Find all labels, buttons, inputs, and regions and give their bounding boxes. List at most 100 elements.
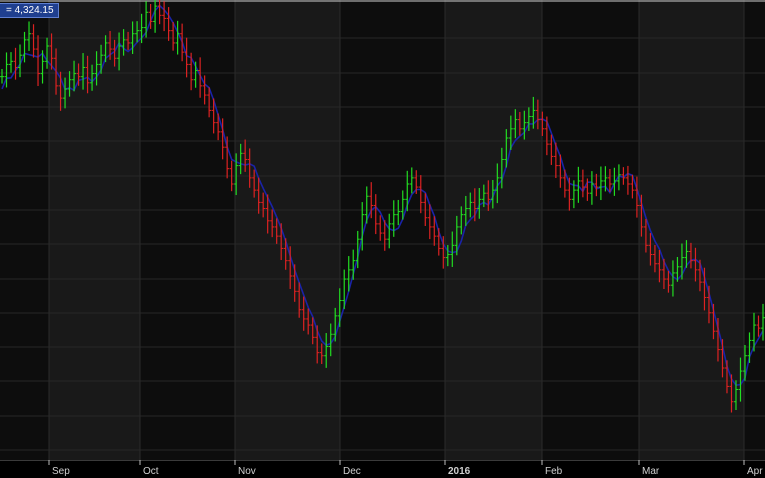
ohlc-bar (648, 233, 653, 266)
ohlc-bar (553, 142, 558, 179)
ohlc-bar (567, 177, 572, 211)
ohlc-bar (13, 47, 18, 80)
ohlc-bar (661, 258, 666, 290)
ohlc-bar (688, 242, 693, 269)
ohlc-bar (337, 288, 342, 327)
ohlc-bar (324, 333, 329, 368)
ohlc-bar (207, 87, 212, 118)
ohlc-bar (351, 249, 356, 280)
ohlc-bar (126, 31, 131, 51)
ohlc-bar (463, 195, 468, 226)
ohlc-bar (346, 256, 351, 292)
ohlc-bar (45, 37, 50, 69)
x-tick-label: Nov (238, 466, 256, 477)
ohlc-bar (355, 230, 360, 269)
ohlc-bar (396, 199, 401, 226)
ohlc-bar (387, 213, 392, 249)
x-tick-label: Feb (545, 466, 563, 477)
ohlc-bar (171, 22, 176, 51)
ohlc-bar (594, 173, 599, 197)
ohlc-bar (607, 168, 612, 193)
ohlc-bar (54, 48, 59, 95)
ohlc-bar (153, 0, 158, 33)
ohlc-bar (724, 360, 729, 394)
ohlc-bar (283, 238, 288, 270)
ohlc-bar (517, 111, 522, 136)
month-band (49, 0, 140, 460)
ohlc-bar (459, 206, 464, 235)
ohlc-bar (639, 194, 644, 237)
ohlc-bar (571, 180, 576, 209)
ohlc-bar (418, 175, 423, 214)
ohlc-bar (558, 154, 563, 188)
ohlc-bar (580, 169, 585, 198)
ohlc-bar (657, 249, 662, 283)
ohlc-bar (99, 44, 104, 74)
ohlc-bar (738, 357, 743, 402)
ohlc-bar (112, 39, 117, 67)
ohlc-bar (270, 209, 275, 238)
ohlc-bar (549, 134, 554, 165)
ohlc-bar (603, 166, 608, 192)
ohlc-bar (247, 148, 252, 188)
ohlc-bar (747, 332, 752, 363)
ohlc-bar (454, 215, 459, 256)
ohlc-bar (243, 139, 248, 172)
month-band (235, 0, 340, 460)
ohlc-bar (31, 24, 36, 58)
ohlc-bar (220, 118, 225, 160)
ohlc-bar (598, 166, 603, 201)
ohlc-bar (225, 136, 230, 179)
ohlc-bar (274, 218, 279, 244)
ohlc-bar (333, 307, 338, 342)
ohlc-bar (720, 339, 725, 378)
ohlc-bar (562, 169, 567, 198)
x-tick-label: Dec (343, 466, 361, 477)
ohlc-bar (472, 188, 477, 222)
ohlc-bar (432, 216, 437, 246)
ohlc-bar (378, 215, 383, 241)
ohlc-bar (715, 318, 720, 362)
ohlc-bar (522, 110, 527, 140)
ohlc-bar (495, 163, 500, 204)
ohlc-bar (49, 33, 54, 70)
ohlc-bar (22, 31, 27, 63)
ohlc-bar (499, 147, 504, 189)
ohlc-bar (157, 0, 162, 25)
ohlc-bar (36, 35, 41, 87)
ohlc-bar (540, 111, 545, 136)
ohlc-bar (621, 167, 626, 185)
ohlc-bar (301, 296, 306, 331)
ohlc-bar (742, 345, 747, 381)
ohlc-bar (0, 69, 4, 84)
x-tick-label: Apr (747, 466, 763, 477)
ohlc-bar (733, 380, 738, 411)
ohlc-bar (180, 23, 185, 62)
ohlc-bar (306, 308, 311, 335)
ohlc-bar (58, 71, 63, 111)
ohlc-bar (193, 61, 198, 88)
ohlc-bar (130, 21, 135, 54)
ohlc-bar (72, 60, 77, 92)
ohlc-bar (405, 170, 410, 212)
ohlc-bar (576, 166, 581, 203)
ohlc-bar (751, 312, 756, 352)
ohlc-bar (756, 315, 761, 337)
ohlc-bar (18, 44, 23, 78)
ohlc-bar (535, 99, 540, 130)
ohlc-bar (184, 37, 189, 78)
ohlc-bar (697, 259, 702, 292)
ohlc-bar (148, 3, 153, 29)
ohlc-bar (108, 30, 113, 60)
ohlc-bar (4, 52, 9, 88)
ohlc-bar (450, 231, 455, 267)
ohlc-bar (288, 246, 293, 289)
ohlc-bar (400, 190, 405, 220)
ohlc-bar (121, 29, 126, 56)
ohlc-bar (103, 35, 108, 63)
ohlc-bar (216, 113, 221, 141)
ohlc-bar (544, 116, 549, 156)
ohlc-bar (297, 282, 302, 318)
value-readout-badge: = 4,324.15 (0, 3, 59, 18)
